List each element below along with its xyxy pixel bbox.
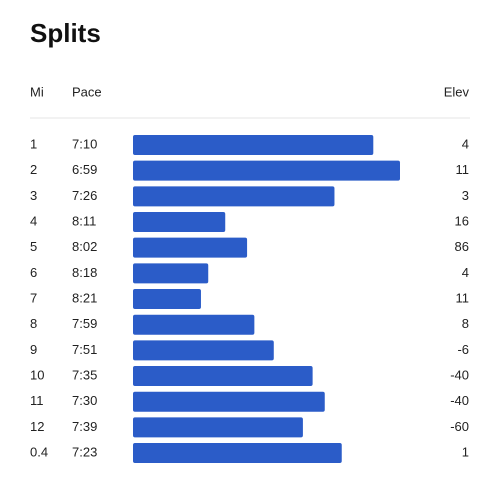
mile-label: 3 bbox=[30, 188, 37, 203]
pace-bar bbox=[133, 314, 255, 335]
pace-label: 7:59 bbox=[72, 316, 97, 331]
elev-label: 8 bbox=[462, 316, 469, 331]
pace-bar bbox=[133, 212, 226, 233]
elev-label: 16 bbox=[455, 213, 469, 228]
elev-label: 11 bbox=[456, 290, 470, 305]
pace-label: 7:10 bbox=[72, 136, 97, 151]
mile-label: 7 bbox=[30, 290, 37, 305]
mile-label: 6 bbox=[30, 265, 37, 280]
pace-bar bbox=[133, 340, 274, 361]
pace-label: 8:21 bbox=[72, 290, 97, 305]
pace-bar bbox=[133, 135, 374, 155]
pace-label: 8:11 bbox=[72, 213, 96, 228]
elev-label: -6 bbox=[457, 342, 469, 357]
mile-label: 10 bbox=[30, 367, 44, 382]
elev-label: 86 bbox=[455, 239, 469, 254]
pace-bar bbox=[133, 391, 325, 412]
pace-bar bbox=[133, 417, 303, 438]
mile-label: 2 bbox=[30, 162, 37, 177]
pace-label: 7:51 bbox=[72, 342, 97, 357]
elev-label: 4 bbox=[462, 265, 469, 280]
pace-bar bbox=[133, 186, 335, 207]
pace-bar bbox=[133, 237, 248, 258]
mile-label: 11 bbox=[30, 393, 44, 408]
pace-label: 7:26 bbox=[72, 188, 97, 203]
pace-label: 6:59 bbox=[72, 162, 97, 177]
elev-label: 4 bbox=[462, 136, 469, 151]
header-mi: Mi bbox=[30, 84, 44, 99]
mile-label: 8 bbox=[30, 316, 37, 331]
pace-bar bbox=[133, 263, 209, 284]
pace-bar bbox=[133, 366, 313, 387]
header-elev: Elev bbox=[444, 84, 470, 99]
pace-label: 8:18 bbox=[72, 265, 97, 280]
mile-label: 1 bbox=[30, 136, 37, 151]
mile-label: 9 bbox=[30, 342, 37, 357]
elev-label: 11 bbox=[456, 162, 470, 177]
mile-label: 0.4 bbox=[30, 444, 48, 459]
elev-label: -40 bbox=[450, 393, 469, 408]
pace-label: 7:39 bbox=[72, 419, 97, 434]
mile-label: 12 bbox=[30, 419, 44, 434]
elev-label: -60 bbox=[450, 419, 469, 434]
pace-bar bbox=[133, 443, 342, 464]
pace-bar bbox=[133, 160, 400, 181]
pace-label: 8:02 bbox=[72, 239, 97, 254]
pace-label: 7:30 bbox=[72, 393, 97, 408]
header-pace: Pace bbox=[72, 84, 102, 99]
pace-label: 7:35 bbox=[72, 367, 97, 382]
mile-label: 5 bbox=[30, 239, 37, 254]
pace-label: 7:23 bbox=[72, 444, 97, 459]
elev-label: 3 bbox=[462, 188, 469, 203]
elev-label: 1 bbox=[462, 444, 469, 459]
mile-label: 4 bbox=[30, 213, 37, 228]
elev-label: -40 bbox=[450, 367, 469, 382]
pace-bar bbox=[133, 289, 201, 310]
chart-title: Splits bbox=[30, 18, 101, 48]
